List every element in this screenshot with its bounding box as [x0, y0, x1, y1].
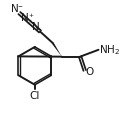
Text: $^{-}$: $^{-}$ — [17, 3, 23, 12]
Text: N: N — [21, 13, 29, 22]
Text: N: N — [11, 4, 19, 13]
Text: NH$_2$: NH$_2$ — [99, 43, 120, 57]
Text: $^{+}$: $^{+}$ — [28, 12, 34, 21]
Text: Cl: Cl — [30, 91, 40, 101]
Text: O: O — [86, 66, 94, 76]
Text: N: N — [32, 22, 39, 32]
Polygon shape — [52, 43, 62, 57]
